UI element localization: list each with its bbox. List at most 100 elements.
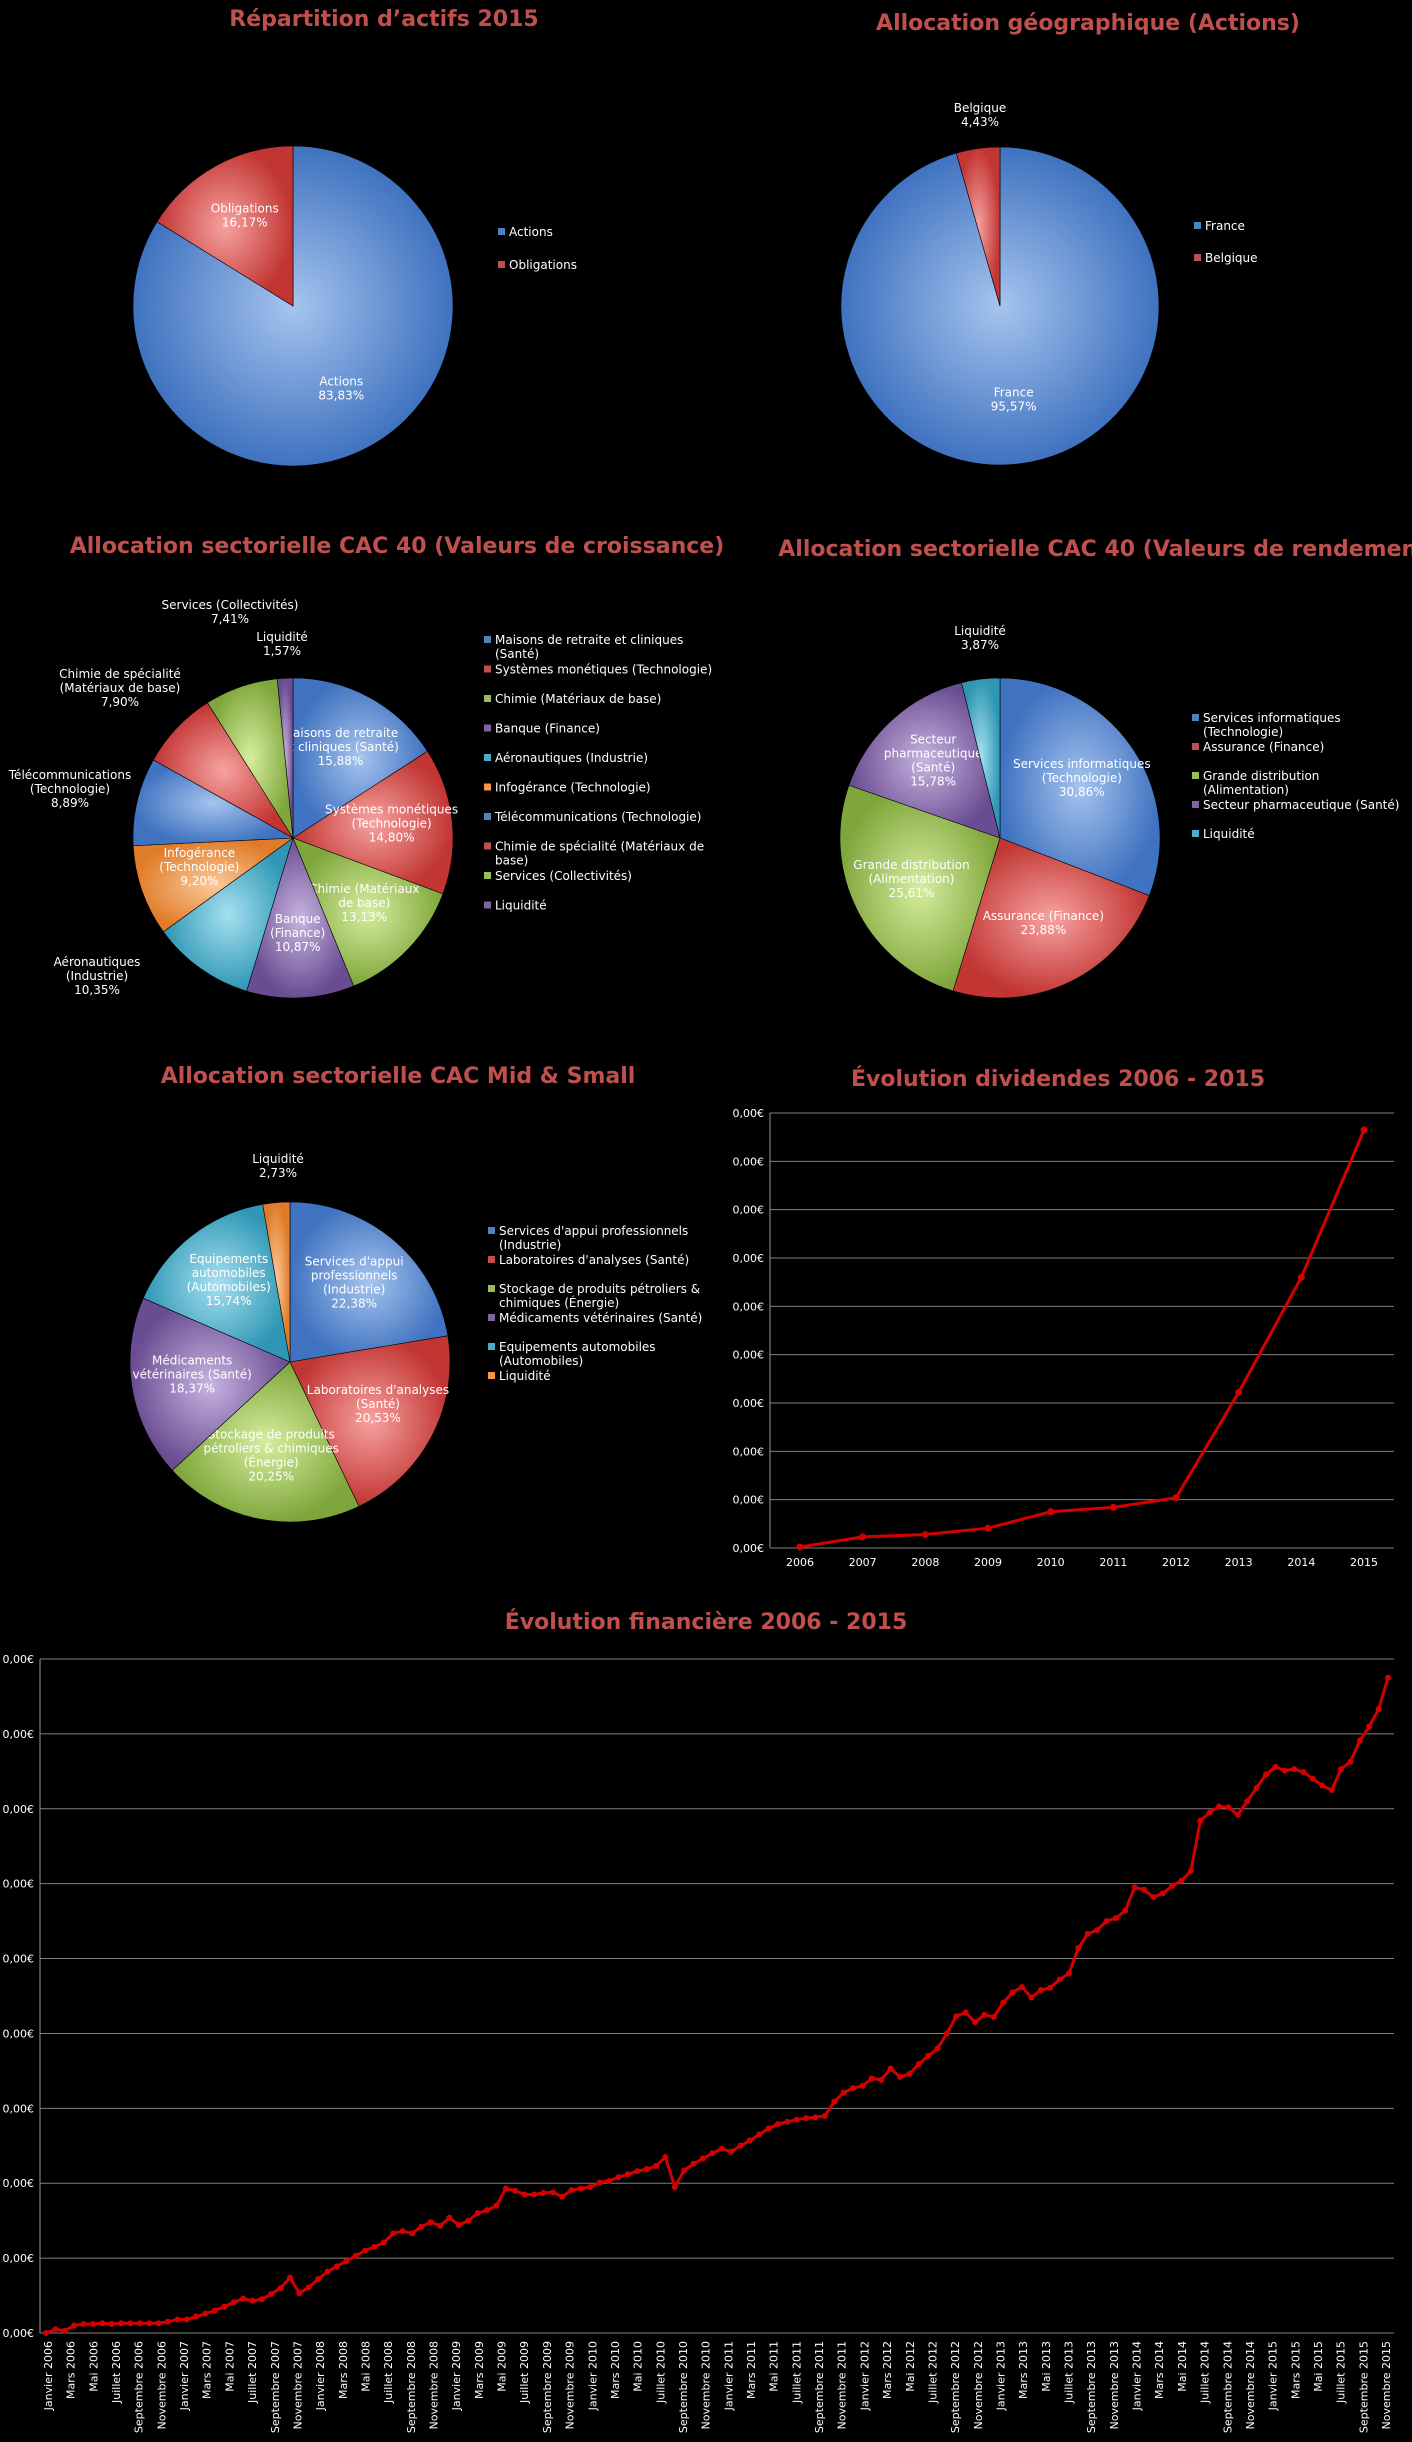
x-tick-label: Janvier 2014: [1131, 2341, 1144, 2411]
legend-entry: Equipements automobiles (Automobiles): [499, 1340, 656, 1368]
data-point: [296, 2290, 303, 2297]
data-point: [1197, 1817, 1204, 1824]
slice-label: Liquidité 3,87%: [954, 624, 1006, 652]
legend: Services informatiques (Technologie)Assur…: [1192, 711, 1399, 841]
chart-title: Allocation sectorielle CAC Mid & Small: [161, 1064, 636, 1089]
data-point: [277, 2285, 284, 2292]
data-point: [446, 2214, 453, 2221]
data-point: [568, 2186, 575, 2193]
x-tick-label: Novembre 2012: [972, 2341, 985, 2429]
x-tick-label: Novembre 2006: [155, 2341, 168, 2429]
legend-entry: Grande distribution (Alimentation): [1203, 769, 1319, 797]
legend-swatch: [1192, 830, 1199, 837]
data-point: [1356, 1737, 1363, 1744]
x-tick-label: Novembre 2011: [836, 2341, 849, 2429]
data-point: [324, 2268, 331, 2275]
x-tick-label: Janvier 2010: [586, 2341, 599, 2411]
data-point: [437, 2222, 444, 2229]
data-point: [549, 2189, 556, 2196]
x-tick-label: Septembre 2013: [1085, 2341, 1098, 2433]
x-tick-label: 2012: [1162, 1556, 1190, 1569]
data-point: [953, 2013, 960, 2020]
data-point: [89, 2321, 96, 2328]
data-point: [155, 2320, 162, 2327]
x-tick-label: Mars 2010: [609, 2341, 622, 2399]
chart-title: Évolution financière 2006 - 2015: [505, 1609, 908, 1635]
data-point: [671, 2183, 678, 2190]
plot-area: 0,00€ 0,00€ 0,00€ 0,00€ 0,00€ 0,00€ 0,00€ 0,00€…: [733, 1107, 1394, 1569]
x-tick-label: Mai 2015: [1312, 2341, 1325, 2392]
pie-area: France 95,57% Belgique 4,43%: [840, 101, 1160, 466]
legend-swatch: [488, 1285, 495, 1292]
data-point: [52, 2326, 59, 2333]
data-point: [1178, 1877, 1185, 1884]
legend-swatch: [1192, 772, 1199, 779]
data-point: [784, 2118, 791, 2125]
chart-evolution-financiere: Évolution financière 2006 - 2015 0,00€ 0,…: [3, 1609, 1394, 2433]
data-point: [1065, 1970, 1072, 1977]
pie-slice: [246, 837, 355, 999]
legend-entry: Chimie (Matériaux de base): [495, 692, 661, 706]
x-tick-label: Mars 2015: [1289, 2341, 1302, 2399]
data-point: [859, 2082, 866, 2089]
pie-slice: [999, 677, 1161, 896]
slice-label: Systèmes monétiques (Technologie) 14,80%: [325, 802, 458, 844]
data-point: [793, 2116, 800, 2123]
data-point: [484, 2207, 491, 2214]
data-point: [577, 2185, 584, 2192]
data-point: [596, 2179, 603, 2186]
data-point: [1084, 1930, 1091, 1937]
legend-entry: Aéronautiques (Industrie): [495, 751, 648, 765]
x-tick-label: Novembre 2013: [1108, 2341, 1121, 2429]
x-tick-label: Juillet 2008: [382, 2341, 395, 2404]
x-tick-label: Mars 2009: [473, 2341, 486, 2399]
legend-entry: Belgique: [1205, 251, 1258, 265]
y-tick-label: 0,00€: [3, 1953, 35, 1966]
data-point: [512, 2187, 519, 2194]
data-point: [221, 2303, 228, 2310]
data-point: [333, 2263, 340, 2270]
data-point: [972, 2019, 979, 2026]
x-tick-label: 2006: [786, 1556, 814, 1569]
slice-label: Chimie de spécialité (Matériaux de base) 7…: [59, 667, 181, 709]
legend-entry: Infogérance (Technologie): [495, 781, 651, 795]
x-tick-label: 2013: [1225, 1556, 1253, 1569]
slice-label: Services d'appui professionnels (Industrie…: [305, 1254, 404, 1310]
slice-label: Services informatiques (Technologie) 30,86…: [1013, 757, 1151, 799]
y-tick-label: 0,00€: [3, 1728, 35, 1741]
data-point: [615, 2174, 622, 2181]
data-point: [465, 2217, 472, 2224]
y-tick-label: 0,00€: [3, 1878, 35, 1891]
data-point: [587, 2183, 594, 2190]
data-point: [821, 2112, 828, 2119]
y-tick-label: 0,00€: [3, 2327, 35, 2340]
y-tick-label: 0,00€: [3, 2252, 35, 2265]
x-tick-label: Janvier 2013: [994, 2341, 1007, 2411]
data-point: [699, 2155, 706, 2162]
slice-label: Equipements automobiles (Automobiles) 15,74…: [187, 1252, 271, 1308]
x-tick-label: Mars 2011: [745, 2341, 758, 2399]
x-tick-label: Juillet 2006: [110, 2341, 123, 2404]
pie-slice: [289, 1201, 449, 1363]
pie-slice: [292, 750, 454, 895]
data-point: [643, 2165, 650, 2172]
pie-slice: [142, 1204, 291, 1363]
pie-slice: [292, 677, 428, 839]
pie-slice: [276, 677, 294, 839]
data-point: [624, 2171, 631, 2178]
x-tick-label: Mars 2013: [1017, 2341, 1030, 2399]
x-tick-label: Septembre 2011: [813, 2341, 826, 2433]
data-point: [202, 2310, 209, 2317]
legend-swatch: [488, 1314, 495, 1321]
x-tick-label: Mai 2009: [496, 2341, 509, 2392]
data-point: [1360, 1126, 1368, 1134]
data-point: [728, 2148, 735, 2155]
slice-label: Actions 83,83%: [318, 375, 364, 403]
pie-area: Services d'appui professionnels (Industrie…: [129, 1152, 451, 1523]
data-point: [1150, 1894, 1157, 1901]
data-point: [1047, 1984, 1054, 1991]
data-point: [1206, 1809, 1213, 1816]
data-point: [343, 2258, 350, 2265]
x-tick-label: Mai 2013: [1040, 2341, 1053, 2392]
data-point: [183, 2316, 190, 2323]
